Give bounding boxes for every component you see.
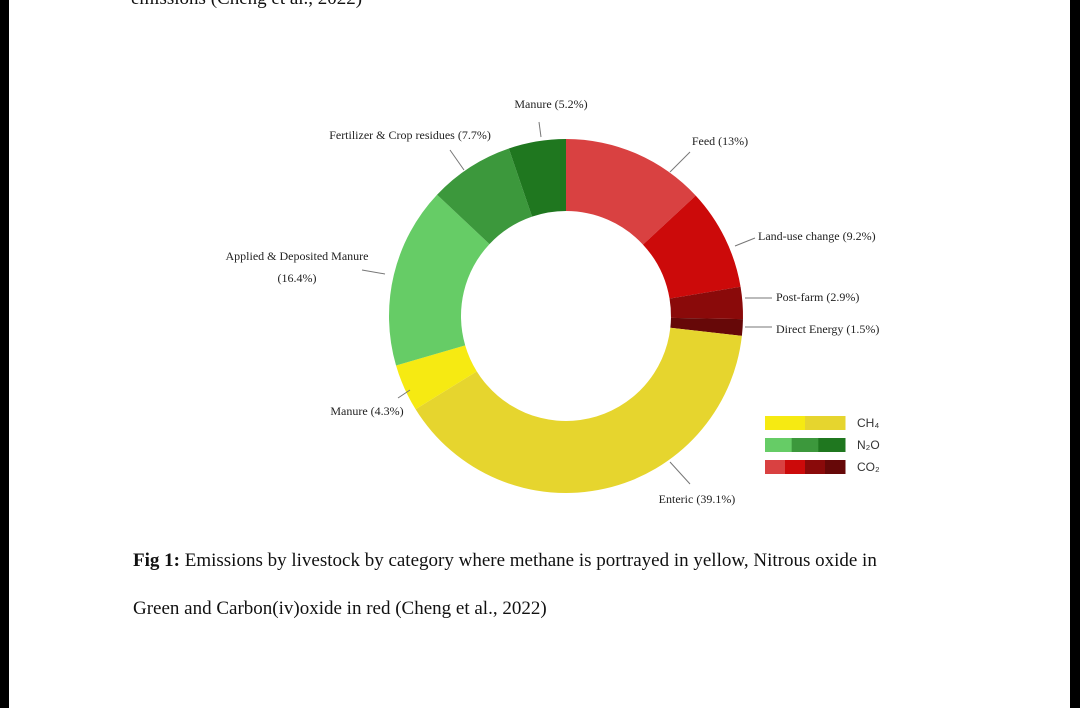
donut-slice — [566, 139, 696, 245]
legend-swatch — [791, 438, 819, 452]
legend-label: N₂O — [857, 438, 880, 452]
legend-swatch — [825, 460, 846, 474]
legend-label: CO₂ — [857, 460, 880, 474]
leader-line — [669, 461, 691, 485]
slice-label: Enteric (39.1%) — [659, 492, 736, 506]
donut-slice — [396, 345, 477, 410]
donut-slice — [437, 148, 533, 245]
legend: CH₄ N₂O CO₂ — [765, 416, 880, 474]
slice-label: Feed (13%) — [692, 134, 748, 148]
legend-swatch — [805, 460, 826, 474]
chart: Feed (13%) Land-use change (9.2%) Post-far… — [226, 97, 880, 506]
slice-label: Land-use change (9.2%) — [758, 229, 876, 243]
legend-swatch — [765, 438, 793, 452]
donut-slice — [669, 286, 743, 320]
document-page: emissions (Cheng et al., 2022) Fig 1: Em… — [9, 0, 1070, 708]
caption-label: Fig 1: — [133, 550, 180, 571]
leader-line — [449, 149, 465, 171]
slice-label: Post-farm (2.9%) — [776, 290, 859, 304]
donut-slice — [415, 327, 742, 493]
leader-line — [734, 237, 756, 247]
slice-label: Manure (5.2%) — [514, 97, 587, 111]
legend-swatch — [805, 416, 846, 430]
leader-line — [361, 269, 386, 275]
slice-label: Direct Energy (1.5%) — [776, 322, 879, 336]
legend-swatch — [785, 460, 806, 474]
caption-line: Fig 1: Emissions by livestock by categor… — [133, 550, 877, 572]
donut-slice — [642, 195, 741, 299]
donut-slice — [388, 194, 490, 366]
label-line: (16.4%) — [278, 271, 317, 285]
legend-swatch — [765, 460, 786, 474]
legend-swatch — [818, 438, 846, 452]
legend-swatch — [765, 416, 806, 430]
caption-line: Green and Carbon(iv)oxide in red (Cheng … — [133, 598, 547, 619]
leader-line — [538, 121, 542, 138]
label-line: Applied & Deposited Manure — [226, 249, 369, 263]
leader-line — [397, 389, 411, 399]
legend-label: CH₄ — [857, 416, 879, 430]
donut-slice — [670, 317, 743, 336]
slice-label: Applied & Deposited Manure (16.4%) — [226, 249, 369, 285]
header-text: emissions (Cheng et al., 2022) — [131, 0, 362, 10]
donut-slice — [508, 139, 566, 217]
slice-label: Fertilizer & Crop residues (7.7%) — [329, 128, 491, 142]
slice-label: Manure (4.3%) — [330, 404, 403, 418]
caption-text: Emissions by livestock by category where… — [184, 550, 877, 571]
leader-line — [669, 151, 691, 173]
